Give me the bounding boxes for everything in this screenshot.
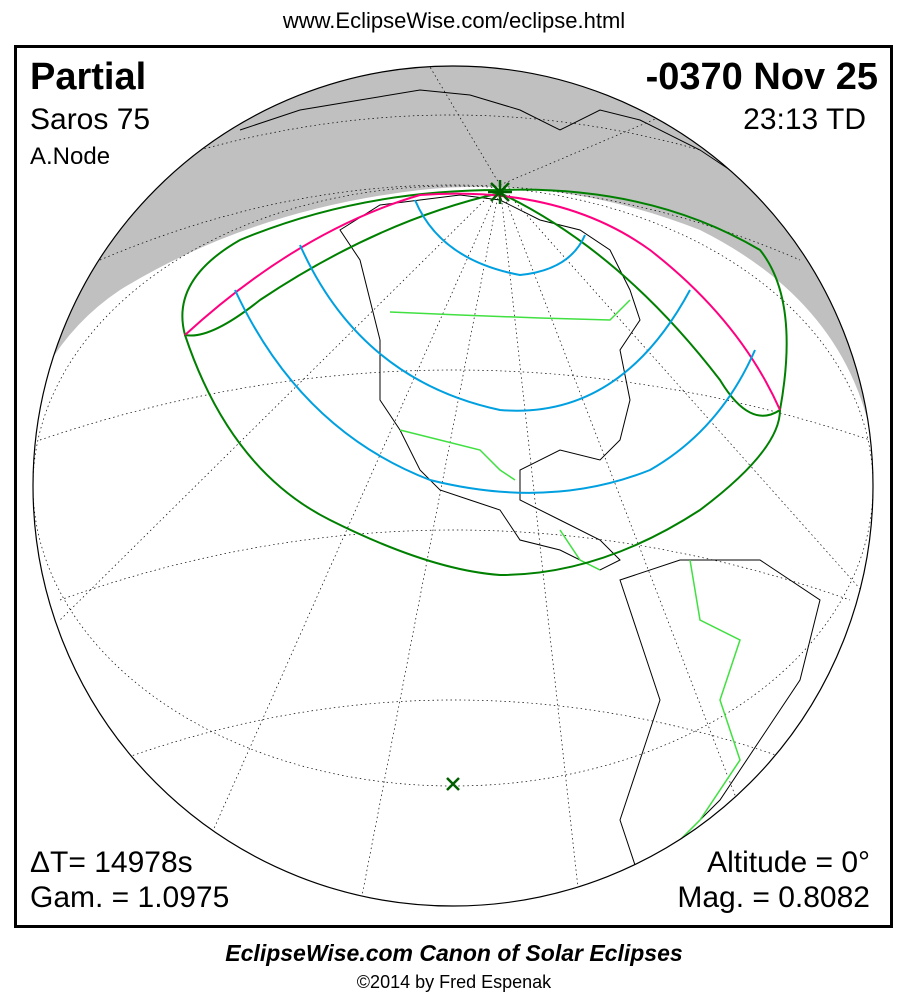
magnitude-line: [234, 289, 756, 494]
night-region: [33, 66, 873, 440]
sunrise-sunset-curve: [184, 192, 781, 411]
eclipse-date: -0370 Nov 25: [645, 56, 878, 98]
canon-title: EclipseWise.com Canon of Solar Eclipses: [225, 940, 683, 966]
node-label: A.Node: [30, 143, 111, 170]
altitude: Altitude = 0°: [707, 846, 870, 879]
eclipse-curves: [181, 188, 788, 577]
globe-outline: [32, 65, 874, 907]
source-url: www.EclipseWise.com/eclipse.html: [282, 8, 626, 33]
penumbra-limit-curve: [181, 188, 788, 417]
southern-limit-curve: [184, 334, 781, 577]
copyright: ©2014 by Fred Espenak: [356, 972, 552, 992]
eclipse-type: Partial: [30, 56, 147, 98]
gamma: Gam. = 1.0975: [30, 881, 230, 914]
saros-number: Saros 75: [30, 103, 151, 136]
magnitude: Mag. = 0.8082: [677, 881, 870, 914]
map-frame: [14, 45, 893, 928]
magnitude-line: [299, 244, 691, 412]
eclipse-time: 23:13 TD: [743, 103, 866, 136]
magnitude-line: [414, 199, 586, 277]
delta-t: ΔT= 14978s: [30, 846, 193, 879]
star-icon: [488, 180, 512, 204]
x-icon: [446, 777, 460, 791]
